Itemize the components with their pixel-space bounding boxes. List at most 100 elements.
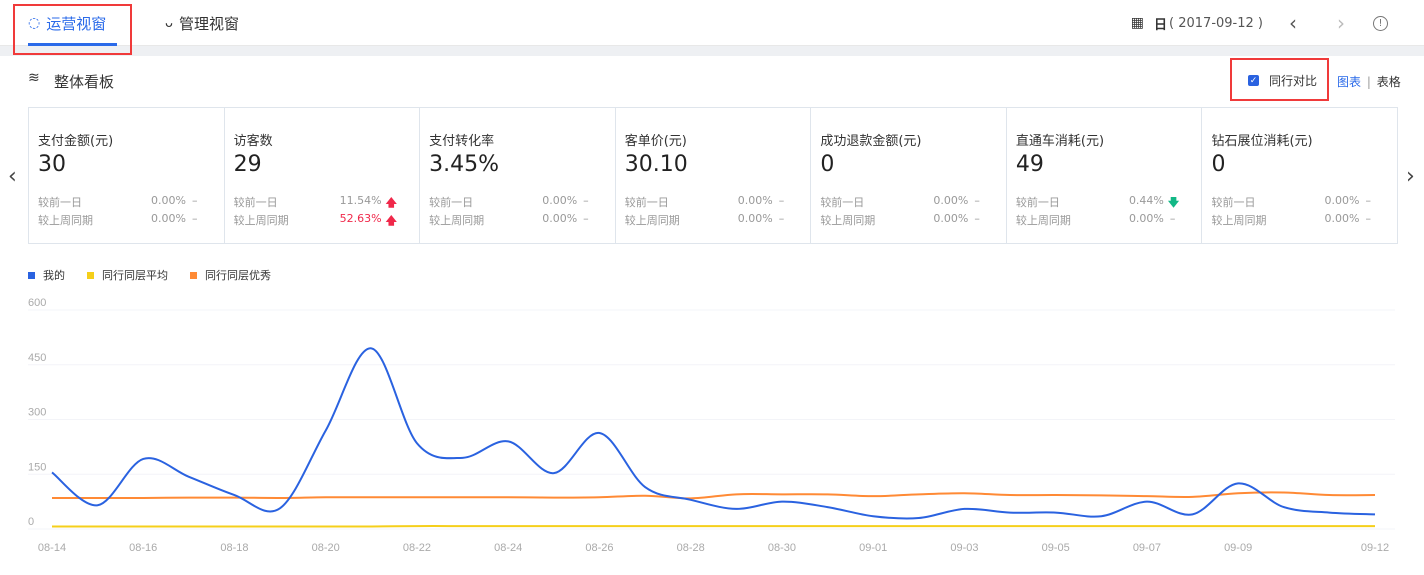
cards-next-button[interactable]: › bbox=[1406, 164, 1415, 189]
view-chart-link[interactable]: 图表 bbox=[1337, 75, 1362, 89]
series-line bbox=[52, 491, 1376, 500]
flat-dash-icon: – bbox=[974, 194, 980, 207]
comparison-row: 较前一日 0.00% – bbox=[38, 194, 198, 209]
top-bar: ◌ 运营视窗 ᴗ 管理视窗 ▦ 日 ( 2017-09-12 ) ‹ › ! bbox=[0, 0, 1424, 55]
comparison-row: 较前一日 0.44% 🡇 bbox=[1015, 194, 1180, 209]
view-table-link[interactable]: 表格 bbox=[1376, 75, 1401, 89]
arrow-up-icon: 🡅 bbox=[385, 214, 397, 227]
y-tick-label: 450 bbox=[28, 352, 46, 364]
flat-dash-icon: – bbox=[1365, 194, 1371, 207]
date-period[interactable]: 日 bbox=[1154, 17, 1168, 33]
x-tick-label: 08-20 bbox=[312, 542, 340, 554]
layers-icon: ≋ bbox=[28, 70, 40, 86]
metric-card[interactable]: 支付转化率 3.45% 较前一日 0.00% – 较上周同期 0.00% – bbox=[420, 108, 616, 243]
legend-swatch bbox=[87, 272, 94, 279]
y-tick-label: 300 bbox=[28, 407, 46, 419]
x-tick-label: 08-28 bbox=[677, 542, 705, 554]
comparison-row: 较上周同期 0.00% – bbox=[429, 212, 589, 227]
x-tick-label: 09-09 bbox=[1224, 542, 1252, 554]
section-title: 整体看板 bbox=[54, 73, 115, 91]
x-tick-label: 09-01 bbox=[859, 542, 887, 554]
legend-swatch bbox=[190, 272, 197, 279]
y-tick-label: 0 bbox=[28, 516, 34, 528]
metric-value: 30 bbox=[38, 152, 66, 177]
metric-cards: 支付金额(元) 30 较前一日 0.00% – 较上周同期 0.00% – 访客数 29 较前一日 1… bbox=[28, 107, 1398, 244]
y-tick-label: 600 bbox=[28, 297, 46, 309]
flat-dash-icon: – bbox=[583, 194, 589, 207]
highlight-box bbox=[13, 4, 132, 55]
cards-prev-button[interactable]: ‹ bbox=[8, 164, 17, 189]
check-icon: ✓ bbox=[1248, 75, 1259, 86]
arrow-down-icon: 🡇 bbox=[1167, 196, 1180, 209]
metric-value: 49 bbox=[1015, 152, 1044, 177]
comparison-row: 较上周同期 52.63% 🡅 bbox=[233, 212, 397, 227]
x-tick-label: 09-05 bbox=[1042, 542, 1070, 554]
legend-item[interactable]: 我的 bbox=[28, 267, 65, 283]
flat-dash-icon: – bbox=[974, 212, 980, 225]
flat-dash-icon: – bbox=[1365, 212, 1371, 225]
flat-dash-icon: – bbox=[778, 194, 785, 207]
legend-swatch bbox=[28, 272, 35, 279]
comparison-row: 较上周同期 0.00% – bbox=[624, 212, 785, 227]
metric-card[interactable]: 直通车消耗(元) 49 较前一日 0.44% 🡇 较上周同期 0.00% – bbox=[1007, 108, 1203, 243]
flat-dash-icon: – bbox=[778, 212, 785, 225]
section-header: ≋ 整体看板 ✓ 同行对比 图表 | 表格 bbox=[0, 56, 1424, 106]
metric-card[interactable]: 钻石展位消耗(元) 0 较前一日 0.00% – 较上周同期 0.00% – bbox=[1202, 108, 1397, 243]
comparison-row: 较前一日 0.00% – bbox=[1211, 194, 1371, 209]
x-tick-label: 08-30 bbox=[768, 542, 796, 554]
comparison-row: 较上周同期 0.00% – bbox=[38, 212, 198, 227]
flat-dash-icon: – bbox=[192, 194, 198, 207]
series-line bbox=[51, 347, 1376, 520]
metric-title: 访客数 bbox=[233, 134, 273, 149]
comparison-row: 较前一日 0.00% – bbox=[429, 194, 589, 209]
metric-value: 0 bbox=[1211, 152, 1226, 177]
legend-item[interactable]: 同行同层优秀 bbox=[190, 267, 271, 283]
chart-legend: 我的 同行同层平均 同行同层优秀 bbox=[28, 267, 271, 283]
x-tick-label: 08-16 bbox=[129, 542, 157, 554]
metric-title: 钻石展位消耗(元) bbox=[1211, 134, 1313, 149]
metric-title: 支付转化率 bbox=[429, 134, 495, 149]
info-icon[interactable]: ! bbox=[1373, 15, 1388, 31]
flat-dash-icon: – bbox=[583, 212, 589, 225]
x-tick-label: 08-18 bbox=[220, 542, 248, 554]
x-tick-label: 09-12 bbox=[1361, 542, 1389, 554]
date-value[interactable]: ( 2017-09-12 ) bbox=[1169, 15, 1263, 31]
x-tick-label: 09-03 bbox=[950, 542, 978, 554]
x-tick-label: 08-24 bbox=[494, 542, 522, 554]
prev-date-button[interactable]: ‹ bbox=[1289, 11, 1297, 35]
cycle-icon: ◌ bbox=[28, 15, 41, 31]
flat-dash-icon: – bbox=[192, 212, 198, 225]
metric-title: 成功退款金额(元) bbox=[820, 134, 922, 149]
flat-dash-icon: – bbox=[1169, 212, 1176, 225]
next-date-button[interactable]: › bbox=[1337, 11, 1345, 35]
x-tick-label: 09-07 bbox=[1133, 542, 1161, 554]
metric-value: 30.10 bbox=[624, 152, 688, 177]
metric-value: 29 bbox=[233, 152, 262, 177]
metric-card[interactable]: 成功退款金额(元) 0 较前一日 0.00% – 较上周同期 0.00% – bbox=[811, 108, 1007, 243]
metric-value: 3.45% bbox=[429, 152, 500, 177]
x-tick-label: 08-14 bbox=[38, 542, 66, 554]
legend-item[interactable]: 同行同层平均 bbox=[87, 267, 168, 283]
calendar-icon[interactable]: ▦ bbox=[1130, 15, 1145, 31]
medal-icon: ᴗ bbox=[165, 15, 173, 31]
comparison-row: 较前一日 0.00% – bbox=[820, 194, 980, 209]
metric-value: 0 bbox=[820, 152, 835, 177]
tab-management[interactable]: ᴗ 管理视窗 bbox=[165, 14, 239, 33]
tab-operations[interactable]: ◌ 运营视窗 bbox=[28, 0, 117, 46]
metric-title: 支付金额(元) bbox=[38, 134, 114, 149]
metric-card[interactable]: 客单价(元) 30.10 较前一日 0.00% – 较上周同期 0.00% – bbox=[616, 108, 812, 243]
comparison-row: 较上周同期 0.00% – bbox=[1015, 212, 1176, 227]
metric-card[interactable]: 支付金额(元) 30 较前一日 0.00% – 较上周同期 0.00% – bbox=[29, 108, 225, 243]
peer-compare-checkbox[interactable]: ✓ 同行对比 bbox=[1248, 74, 1318, 88]
metric-title: 直通车消耗(元) bbox=[1015, 134, 1105, 149]
divider bbox=[0, 46, 1424, 56]
highlight-box bbox=[1230, 58, 1329, 101]
metric-card[interactable]: 访客数 29 较前一日 11.54% 🡅 较上周同期 52.63% 🡅 bbox=[225, 108, 421, 243]
comparison-row: 较前一日 11.54% 🡅 bbox=[233, 194, 397, 209]
x-tick-label: 08-26 bbox=[585, 542, 613, 554]
y-tick-label: 150 bbox=[28, 461, 46, 473]
arrow-up-icon: 🡅 bbox=[385, 196, 397, 209]
metric-title: 客单价(元) bbox=[624, 134, 687, 149]
comparison-row: 较上周同期 0.00% – bbox=[820, 212, 980, 227]
x-tick-label: 08-22 bbox=[403, 542, 431, 554]
